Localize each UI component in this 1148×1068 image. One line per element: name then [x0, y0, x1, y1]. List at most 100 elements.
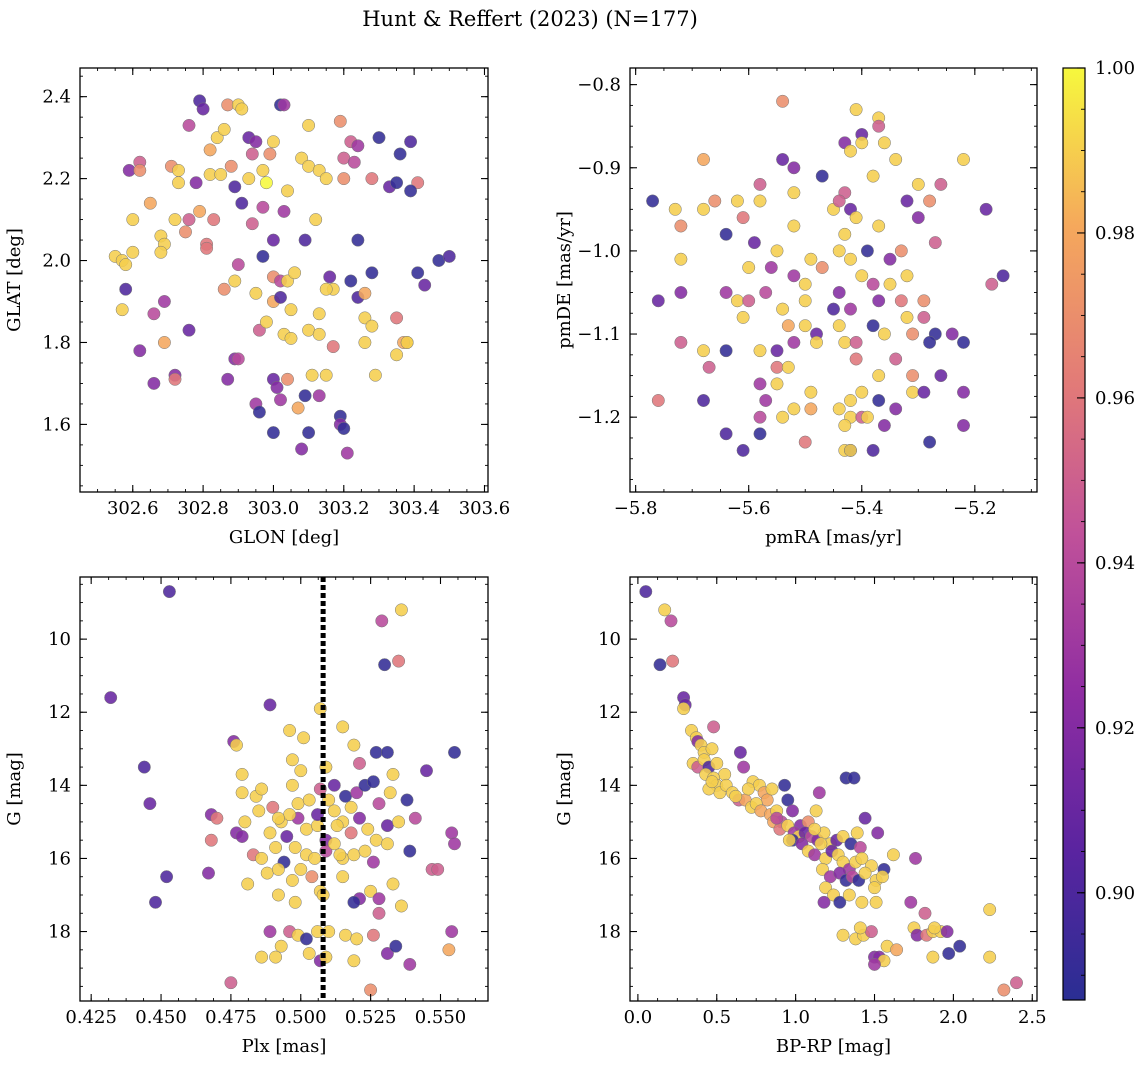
data-point [804, 402, 818, 416]
data-point [697, 202, 710, 216]
data-point [281, 184, 294, 198]
points [108, 94, 456, 460]
data-point [266, 800, 280, 814]
data-point [305, 368, 319, 382]
data-point [358, 286, 372, 300]
y-tick-label: 16 [48, 848, 71, 869]
data-point [765, 782, 779, 796]
data-point [330, 819, 344, 833]
data-point [697, 153, 710, 166]
data-point [245, 217, 259, 231]
data-point [674, 219, 688, 233]
x-tick-label: 1.5 [860, 1007, 889, 1028]
data-point [235, 767, 249, 781]
data-point [420, 764, 433, 778]
data-point [350, 932, 364, 946]
data-point [983, 950, 997, 964]
data-point [917, 294, 931, 308]
data-point [787, 402, 801, 416]
data-point [781, 793, 795, 807]
y-tick-label: 1.6 [42, 414, 71, 435]
data-point [283, 724, 297, 737]
data-point [917, 385, 931, 399]
data-point [705, 742, 719, 756]
data-point [182, 213, 196, 227]
data-point [256, 163, 270, 177]
data-point [149, 895, 162, 909]
data-point [833, 895, 847, 909]
data-point [339, 789, 352, 803]
colorbar: 0.90 0.92 0.94 0.96 0.98 1.00 [1062, 58, 1135, 1001]
data-point [358, 844, 372, 858]
data-point [838, 419, 852, 432]
data-point [312, 389, 326, 403]
points [646, 94, 1010, 457]
scatter-panels: 302.6 302.8 303.0 303.2 303.4 303.6 1.6 1.8 2.0 2… [4, 67, 1047, 1057]
data-point [228, 274, 242, 288]
data-point [291, 797, 305, 811]
data-point [133, 163, 147, 177]
data-point [809, 804, 823, 818]
data-point [255, 950, 269, 964]
data-point [274, 393, 287, 407]
data-point [249, 135, 263, 149]
data-point [200, 241, 214, 255]
data-point [323, 270, 337, 284]
data-point [810, 335, 823, 349]
y-tick-label: 12 [598, 702, 621, 723]
data-point [143, 196, 157, 210]
data-point [224, 976, 238, 990]
data-point [336, 870, 350, 884]
data-point [855, 269, 869, 283]
data-point [252, 804, 266, 818]
data-point [849, 103, 863, 117]
data-point [189, 176, 203, 190]
data-point [408, 811, 422, 825]
data-point [326, 340, 340, 354]
data-point [386, 767, 400, 781]
data-point [445, 925, 459, 939]
data-point [235, 196, 249, 210]
x-tick-label: 0.5 [702, 1007, 731, 1028]
data-point [911, 211, 925, 225]
data-point [770, 377, 784, 391]
data-point [217, 282, 231, 296]
data-point [263, 925, 277, 939]
data-point [260, 866, 274, 880]
y-tick-label: 14 [598, 775, 621, 796]
y-tick-label: −1.1 [577, 324, 621, 345]
data-point [404, 184, 418, 198]
x-tick-label: 0.500 [275, 1007, 327, 1028]
data-point [928, 236, 942, 250]
data-point [996, 269, 1010, 283]
data-point [814, 837, 828, 851]
data-point [380, 819, 394, 833]
data-point [344, 826, 358, 840]
data-point [639, 585, 653, 599]
data-point [364, 884, 378, 898]
data-point [808, 822, 822, 836]
data-point [347, 848, 361, 862]
y-tick-label: 18 [48, 922, 71, 943]
data-point [351, 233, 365, 247]
x-tick-label: 303.4 [388, 498, 440, 519]
data-point [210, 811, 224, 825]
data-point [319, 844, 333, 858]
data-point [926, 950, 940, 964]
data-point [231, 352, 245, 366]
data-point [781, 319, 795, 333]
data-point [347, 155, 361, 169]
data-point [411, 176, 425, 190]
data-point [651, 394, 665, 407]
data-point [302, 793, 316, 807]
data-point [172, 163, 185, 177]
data-point [353, 756, 366, 770]
data-point [372, 906, 386, 920]
data-point [147, 307, 161, 321]
data-point [742, 261, 756, 274]
y-tick-label: −0.8 [577, 75, 621, 96]
data-point [776, 410, 790, 424]
data-point [871, 826, 885, 840]
data-point [339, 928, 352, 942]
data-point [864, 925, 878, 939]
